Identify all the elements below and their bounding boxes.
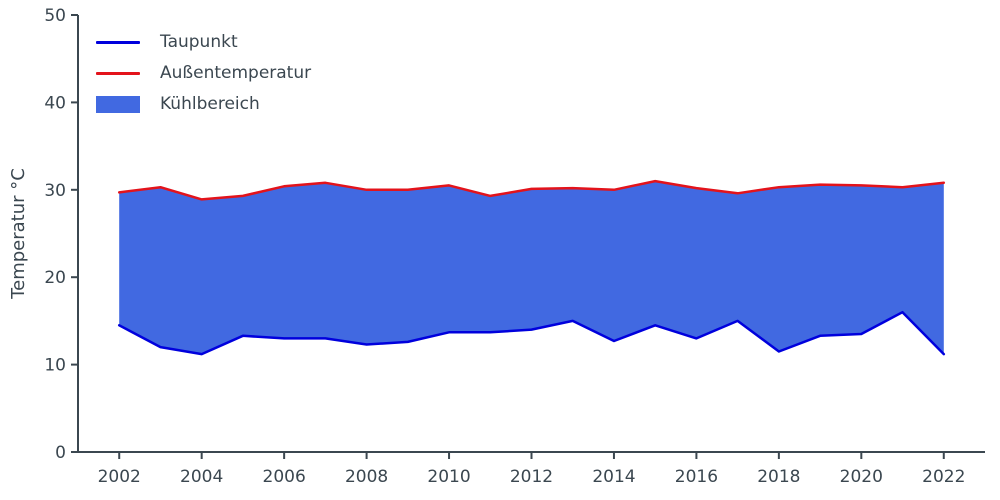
y-tick-label: 30 — [44, 181, 66, 201]
x-tick-label: 2016 — [675, 467, 718, 487]
taupunkt-line-swatch — [96, 41, 140, 44]
aussentemperatur-line-swatch — [96, 72, 140, 75]
y-tick-label: 50 — [44, 6, 66, 26]
kuehlbereich-area — [119, 181, 944, 355]
x-tick-label: 2014 — [592, 467, 635, 487]
legend-label-taupunkt: Taupunkt — [160, 32, 238, 52]
y-tick-label: 20 — [44, 268, 66, 288]
legend-item-taupunkt: Taupunkt — [96, 34, 311, 51]
y-axis-label: Temperatur °C — [8, 168, 29, 300]
x-tick-label: 2010 — [427, 467, 470, 487]
x-tick-label: 2012 — [510, 467, 553, 487]
x-tick-label: 2018 — [757, 467, 800, 487]
series-line-1 — [117, 179, 946, 201]
x-tick-label: 2008 — [345, 467, 388, 487]
series-line-0 — [117, 310, 946, 356]
y-tick-label: 40 — [44, 93, 66, 113]
x-tick-label: 2020 — [840, 467, 883, 487]
x-tick-label: 2006 — [263, 467, 306, 487]
chart-legend: Taupunkt Außentemperatur Kühlbereich — [96, 34, 311, 113]
x-tick-label: 2002 — [98, 467, 141, 487]
legend-item-kuehlbereich: Kühlbereich — [96, 96, 311, 113]
x-tick-label: 2022 — [922, 467, 965, 487]
y-tick-label: 0 — [55, 443, 66, 463]
x-tick-label: 2004 — [180, 467, 223, 487]
legend-label-kuehlbereich: Kühlbereich — [160, 94, 260, 114]
legend-item-aussentemperatur: Außentemperatur — [96, 65, 311, 82]
kuehlbereich-fill-swatch — [96, 96, 140, 113]
legend-label-aussentemperatur: Außentemperatur — [160, 63, 312, 83]
y-tick-label: 10 — [44, 356, 66, 376]
